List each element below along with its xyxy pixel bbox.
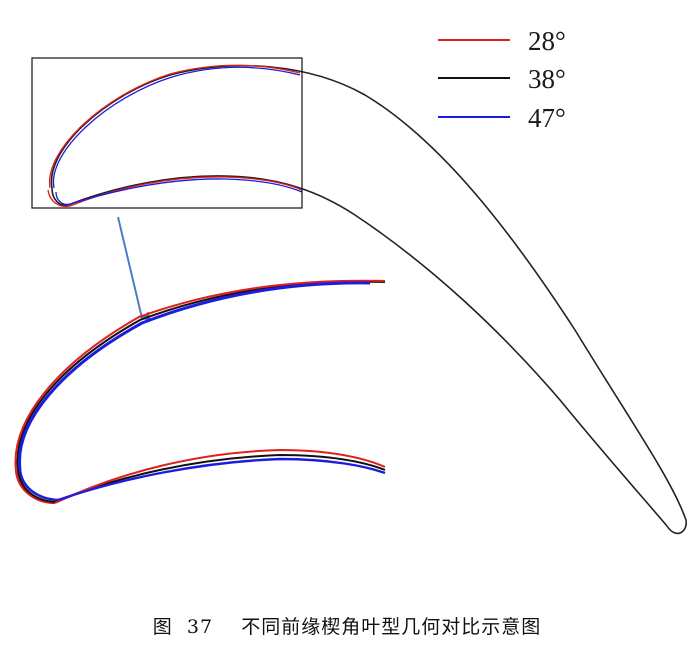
full-blade-suction-side (50, 64, 687, 521)
legend-label-38: 38° (528, 64, 566, 94)
legend-label-28: 28° (528, 26, 566, 56)
legend-item-47: 47° (438, 103, 566, 133)
caption-text: 不同前缘楔角叶型几何对比示意图 (241, 616, 542, 638)
caption-figure-number: 37 (186, 616, 214, 638)
full-blade-28-overlay (47, 64, 303, 208)
magnified-suction-black (16, 280, 386, 471)
legend-label-47: 47° (528, 103, 566, 133)
magnified-leading-edge (14, 279, 386, 505)
magnified-nose-black (17, 469, 57, 503)
inset-box (31, 57, 303, 209)
blade-comparison-figure: 28° 38° 47° (14, 26, 687, 535)
full-blade-leading-edge (51, 187, 69, 207)
full-blade-trailing-edge (666, 519, 687, 535)
magnified-nose-blue (18, 469, 59, 502)
magnified-nose-red (14, 470, 56, 505)
figure-caption: 图 37 不同前缘楔角叶型几何对比示意图 (0, 612, 694, 639)
full-blade-profile (47, 64, 687, 535)
legend: 28° 38° 47° (438, 26, 566, 133)
caption-figure-label: 图 (152, 616, 173, 638)
zoom-arrow (117, 216, 151, 322)
magnified-pressure-black (55, 453, 386, 503)
magnified-pressure-red (54, 448, 386, 504)
full-blade-pressure-side (67, 175, 668, 527)
magnified-suction-blue (18, 281, 371, 471)
legend-item-28: 28° (438, 26, 566, 56)
magnified-pressure-blue (57, 457, 386, 502)
legend-item-38: 38° (438, 64, 566, 94)
full-blade-47-overlay (52, 66, 303, 206)
magnified-suction-red (14, 279, 386, 472)
